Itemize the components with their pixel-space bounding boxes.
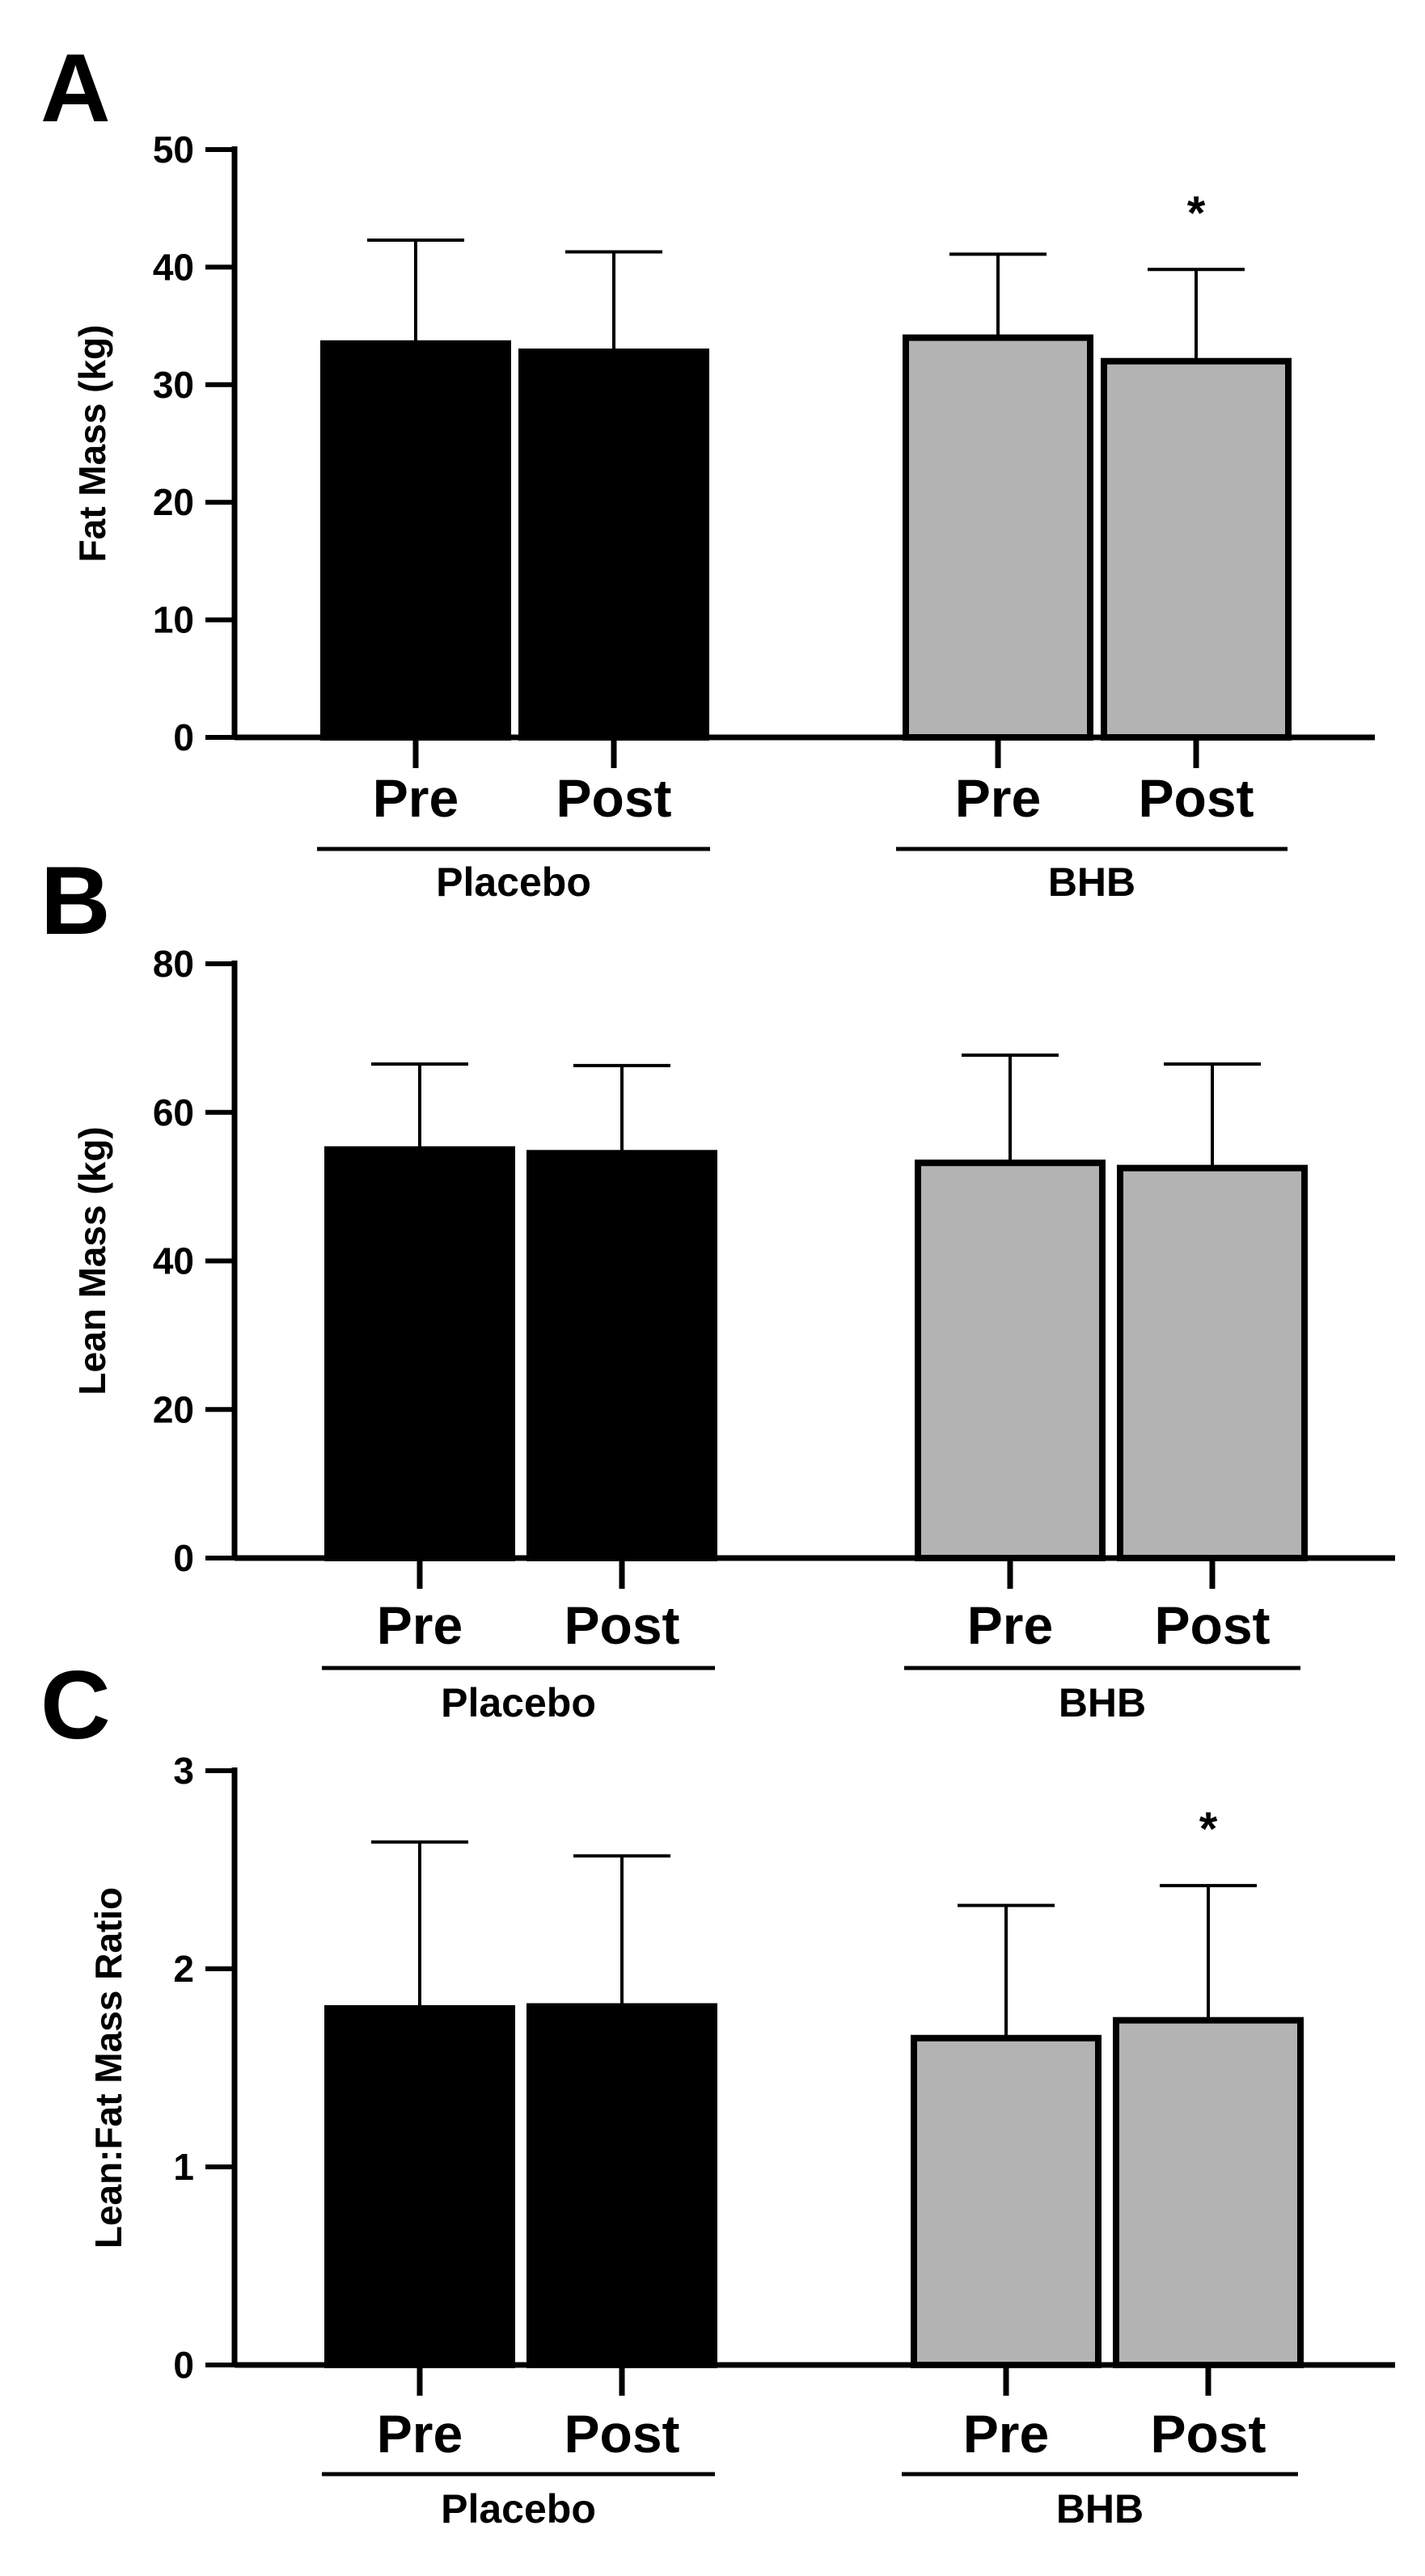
group-label: BHB: [1056, 2486, 1144, 2532]
x-tick-label: Pre: [955, 768, 1041, 828]
bar-placebo-pre: [324, 1146, 515, 1561]
bar-bhb-post: [1113, 2016, 1304, 2368]
bar-bhb-pre: [915, 1159, 1106, 1561]
bar-placebo-post: [526, 2003, 717, 2369]
y-tick-label: 50: [153, 129, 194, 171]
group-label: BHB: [1059, 1680, 1146, 1725]
x-tick-label: Post: [1150, 2404, 1266, 2464]
y-tick-label: 1: [173, 2146, 194, 2188]
bar-placebo-post: [526, 1150, 717, 1561]
x-tick-label: Pre: [377, 2404, 463, 2464]
x-tick-label: Pre: [373, 768, 459, 828]
y-tick-label: 2: [173, 1948, 194, 1990]
bar-placebo-pre: [320, 340, 511, 741]
bar-bhb-post: [1101, 357, 1292, 741]
x-tick-label: Post: [1154, 1595, 1270, 1655]
x-tick-label: Post: [564, 2404, 679, 2464]
y-tick-label: 80: [153, 943, 194, 985]
panel-c: C Lean:Fat Mass Ratio Pre Post Placebo Pre * Po…: [40, 1651, 1395, 2532]
x-tick-label: Post: [1138, 768, 1254, 828]
significance-marker: *: [1199, 1803, 1218, 1856]
y-tick-label: 40: [153, 246, 194, 288]
x-tick-label: Pre: [377, 1595, 463, 1655]
bar-placebo-post: [518, 348, 709, 741]
group-label: Placebo: [441, 1680, 596, 1725]
bar-bhb-pre: [911, 2034, 1102, 2368]
group-label: Placebo: [441, 2486, 596, 2532]
panel-letter: C: [40, 1651, 111, 1759]
group-label: BHB: [1048, 859, 1135, 905]
y-tick-label: 40: [153, 1240, 194, 1282]
y-tick-label: 0: [173, 1537, 194, 1579]
y-tick-label: 20: [153, 481, 194, 523]
panel-letter: B: [40, 847, 111, 955]
x-tick-label: Pre: [967, 1595, 1053, 1655]
significance-marker: *: [1187, 187, 1206, 239]
y-tick-label: 10: [153, 599, 194, 641]
group-label: Placebo: [436, 859, 591, 905]
y-tick-label: 0: [173, 2344, 194, 2386]
panel-letter: A: [40, 34, 111, 142]
x-tick-label: Post: [564, 1595, 679, 1655]
y-axis-label: Fat Mass (kg): [71, 325, 113, 563]
y-tick-label: 20: [153, 1388, 194, 1430]
y-tick-label: 60: [153, 1092, 194, 1134]
y-tick-label: 0: [173, 716, 194, 758]
y-tick-label: 30: [153, 364, 194, 406]
y-axis-label: Lean Mass (kg): [71, 1126, 113, 1395]
y-axis-label: Lean:Fat Mass Ratio: [87, 1887, 129, 2249]
x-tick-label: Post: [556, 768, 671, 828]
bar-bhb-pre: [903, 334, 1093, 741]
bar-bhb-post: [1117, 1164, 1308, 1561]
y-tick-label: 3: [173, 1750, 194, 1792]
bar-placebo-pre: [324, 2005, 515, 2368]
x-tick-label: Pre: [963, 2404, 1049, 2464]
